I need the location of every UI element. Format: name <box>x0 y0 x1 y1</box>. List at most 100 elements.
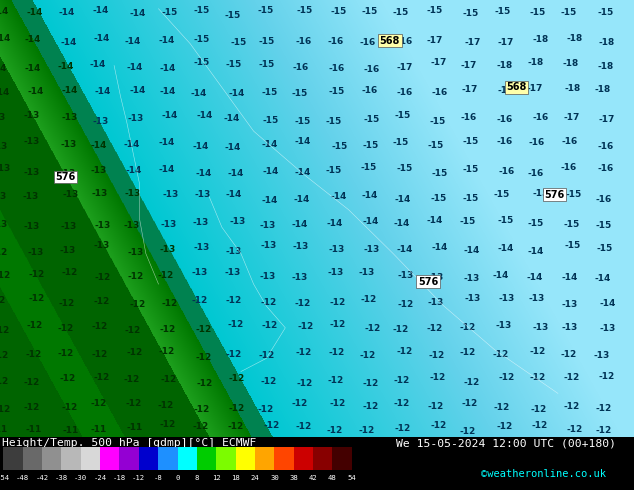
Text: -12: -12 <box>193 422 209 431</box>
Text: -48: -48 <box>16 475 29 481</box>
Text: 576: 576 <box>545 190 565 199</box>
Text: -14: -14 <box>295 168 311 177</box>
Text: -12: -12 <box>228 373 245 383</box>
Text: -13: -13 <box>23 137 40 146</box>
Text: -15: -15 <box>493 190 510 198</box>
Text: -14: -14 <box>427 217 443 225</box>
Text: -13: -13 <box>328 245 344 254</box>
Text: -15: -15 <box>363 142 378 150</box>
Text: -12: -12 <box>363 402 379 411</box>
Text: -14: -14 <box>361 191 378 200</box>
Text: -17: -17 <box>461 61 477 70</box>
Text: -15: -15 <box>261 88 278 97</box>
Text: -12: -12 <box>595 404 612 413</box>
Text: -15: -15 <box>392 138 408 147</box>
Text: -12: -12 <box>566 424 583 434</box>
Text: -12: -12 <box>258 405 274 414</box>
Text: -8: -8 <box>154 475 162 481</box>
Text: -12: -12 <box>92 321 108 331</box>
Text: -13: -13 <box>398 271 414 280</box>
Text: -16: -16 <box>528 169 544 178</box>
Text: -24: -24 <box>93 475 107 481</box>
Text: -12: -12 <box>227 320 243 329</box>
Text: -14: -14 <box>26 8 42 17</box>
Text: -12: -12 <box>160 325 176 334</box>
Bar <box>42 446 61 470</box>
Text: -14: -14 <box>363 217 379 226</box>
Text: -14: -14 <box>160 64 176 73</box>
Text: 12: 12 <box>212 475 221 481</box>
Text: -12: -12 <box>596 426 612 435</box>
Text: -15: -15 <box>463 137 479 147</box>
Text: -13: -13 <box>163 190 179 199</box>
Text: -14: -14 <box>196 169 212 178</box>
Text: -14: -14 <box>226 190 242 199</box>
Text: -15: -15 <box>326 166 342 175</box>
Text: -12: -12 <box>560 350 577 359</box>
Text: -12: -12 <box>94 273 111 282</box>
Text: -14: -14 <box>262 140 278 149</box>
Bar <box>3 446 23 470</box>
Text: -12: -12 <box>0 351 8 360</box>
Text: -13: -13 <box>94 221 111 230</box>
Text: -12: -12 <box>58 299 75 308</box>
Text: ©weatheronline.co.uk: ©weatheronline.co.uk <box>481 469 605 479</box>
Text: -12: -12 <box>60 374 76 383</box>
Text: -14: -14 <box>527 272 543 282</box>
Text: -15: -15 <box>294 117 311 125</box>
Bar <box>332 446 352 470</box>
Text: -14: -14 <box>161 111 178 120</box>
Text: -13: -13 <box>260 242 276 250</box>
Text: -18: -18 <box>496 61 513 70</box>
Text: -14: -14 <box>561 272 578 282</box>
Text: -17: -17 <box>464 38 481 47</box>
Text: -14: -14 <box>60 38 77 47</box>
Bar <box>61 446 81 470</box>
Text: -13: -13 <box>230 217 245 226</box>
Text: -13: -13 <box>364 245 380 254</box>
Text: -15: -15 <box>230 38 247 47</box>
Text: -12: -12 <box>365 324 381 333</box>
Text: -15: -15 <box>331 6 347 16</box>
Bar <box>178 446 197 470</box>
Text: -14: -14 <box>261 196 278 205</box>
Text: -15: -15 <box>361 163 377 172</box>
Text: 30: 30 <box>270 475 279 481</box>
Text: -14: -14 <box>227 169 243 177</box>
Text: -13: -13 <box>61 140 77 149</box>
Text: -14: -14 <box>294 137 311 146</box>
Text: -16: -16 <box>533 113 548 122</box>
Text: -16: -16 <box>328 64 345 74</box>
Text: -42: -42 <box>36 475 48 481</box>
Text: -12: -12 <box>129 300 146 309</box>
Text: -12: -12 <box>359 351 376 360</box>
Text: -16: -16 <box>328 37 344 46</box>
Text: -54: -54 <box>0 475 10 481</box>
Text: -17: -17 <box>527 84 543 94</box>
Text: -13: -13 <box>528 294 545 303</box>
Bar <box>139 446 158 470</box>
Text: 38: 38 <box>289 475 298 481</box>
Text: -13: -13 <box>0 113 6 122</box>
Text: -13: -13 <box>292 242 309 251</box>
Text: -15: -15 <box>596 220 612 229</box>
Text: -14: -14 <box>292 220 307 229</box>
Text: -12: -12 <box>123 375 139 384</box>
Text: -12: -12 <box>459 348 476 357</box>
Text: -14: -14 <box>127 63 143 72</box>
Text: -12: -12 <box>162 298 178 308</box>
Text: -16: -16 <box>496 137 513 146</box>
Text: -13: -13 <box>327 268 344 277</box>
Text: -14: -14 <box>0 64 7 73</box>
Text: -12: -12 <box>29 270 44 279</box>
Text: -13: -13 <box>226 247 242 256</box>
Text: -18: -18 <box>563 59 579 68</box>
Text: 576: 576 <box>418 277 438 287</box>
Text: -15: -15 <box>462 9 479 18</box>
Text: -13: -13 <box>599 324 616 333</box>
Text: -12: -12 <box>529 373 546 382</box>
Text: -12: -12 <box>226 350 242 359</box>
Text: -13: -13 <box>23 111 39 120</box>
Text: -12: -12 <box>395 424 411 433</box>
Text: -15: -15 <box>224 11 241 21</box>
